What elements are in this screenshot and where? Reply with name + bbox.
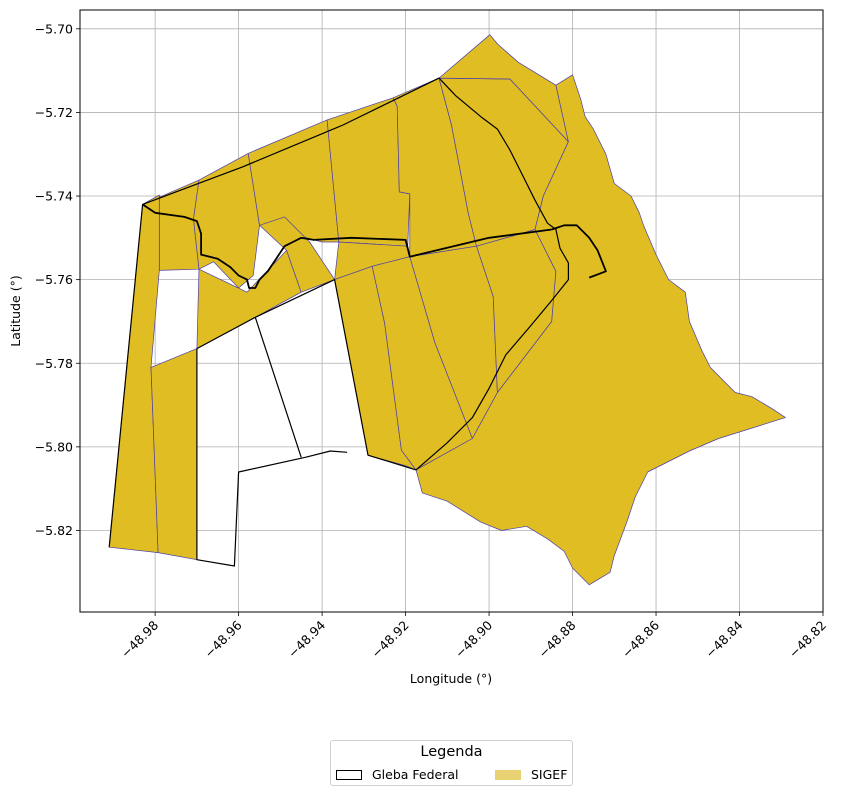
y-tick-label: −5.74: [35, 189, 73, 204]
axes-frame: [79, 9, 824, 613]
sigef-parcels-layer: [108, 34, 786, 586]
legend-swatch-sigef: [495, 769, 521, 780]
x-tick-label: −48.90: [452, 617, 495, 660]
y-tick-label: −5.70: [35, 21, 73, 36]
sigef-parcel: [150, 348, 198, 561]
sigef-parcel: [247, 119, 340, 243]
legend-item-gleba-federal: Gleba Federal: [336, 767, 459, 782]
legend-swatch-gleba-federal: [336, 769, 362, 780]
x-tick-label: −48.88: [535, 617, 578, 660]
y-axis-ticks: −5.70 −5.72 −5.74 −5.76 −5.78 −5.80 −5.82: [35, 21, 80, 538]
x-axis-label: Longitude (°): [410, 671, 492, 686]
y-tick-label: −5.76: [35, 272, 73, 287]
sigef-parcel: [415, 74, 786, 586]
y-tick-label: −5.78: [35, 356, 73, 371]
x-tick-label: −48.98: [118, 617, 161, 660]
y-tick-label: −5.80: [35, 439, 73, 454]
y-tick-label: −5.72: [35, 105, 73, 120]
x-tick-label: −48.82: [786, 618, 829, 661]
x-axis-ticks: −48.98 −48.96 −48.94 −48.92 −48.90 −48.88 −48.…: [118, 612, 829, 661]
x-tick-label: −48.94: [285, 617, 328, 660]
gleba-federal-boundary: [254, 317, 302, 458]
sigef-parcel: [438, 34, 569, 143]
legend-item-sigef: SIGEF: [495, 767, 567, 782]
legend-label-gleba-federal: Gleba Federal: [372, 767, 459, 782]
legend-label-sigef: SIGEF: [531, 767, 568, 782]
gleba-federal-layer: [108, 77, 607, 567]
x-tick-label: −48.92: [368, 618, 411, 661]
y-axis-label: Latitude (°): [8, 275, 23, 346]
gleba-federal-boundary: [108, 77, 570, 567]
legend-title: Legenda: [420, 744, 483, 760]
gleba-federal-boundary: [142, 203, 607, 289]
x-tick-label: −48.84: [702, 617, 745, 660]
x-tick-label: −48.86: [619, 617, 662, 660]
legend: Legenda Gleba Federal SIGEF: [330, 740, 573, 786]
y-tick-label: −5.82: [35, 523, 73, 538]
x-tick-label: −48.96: [201, 617, 244, 660]
